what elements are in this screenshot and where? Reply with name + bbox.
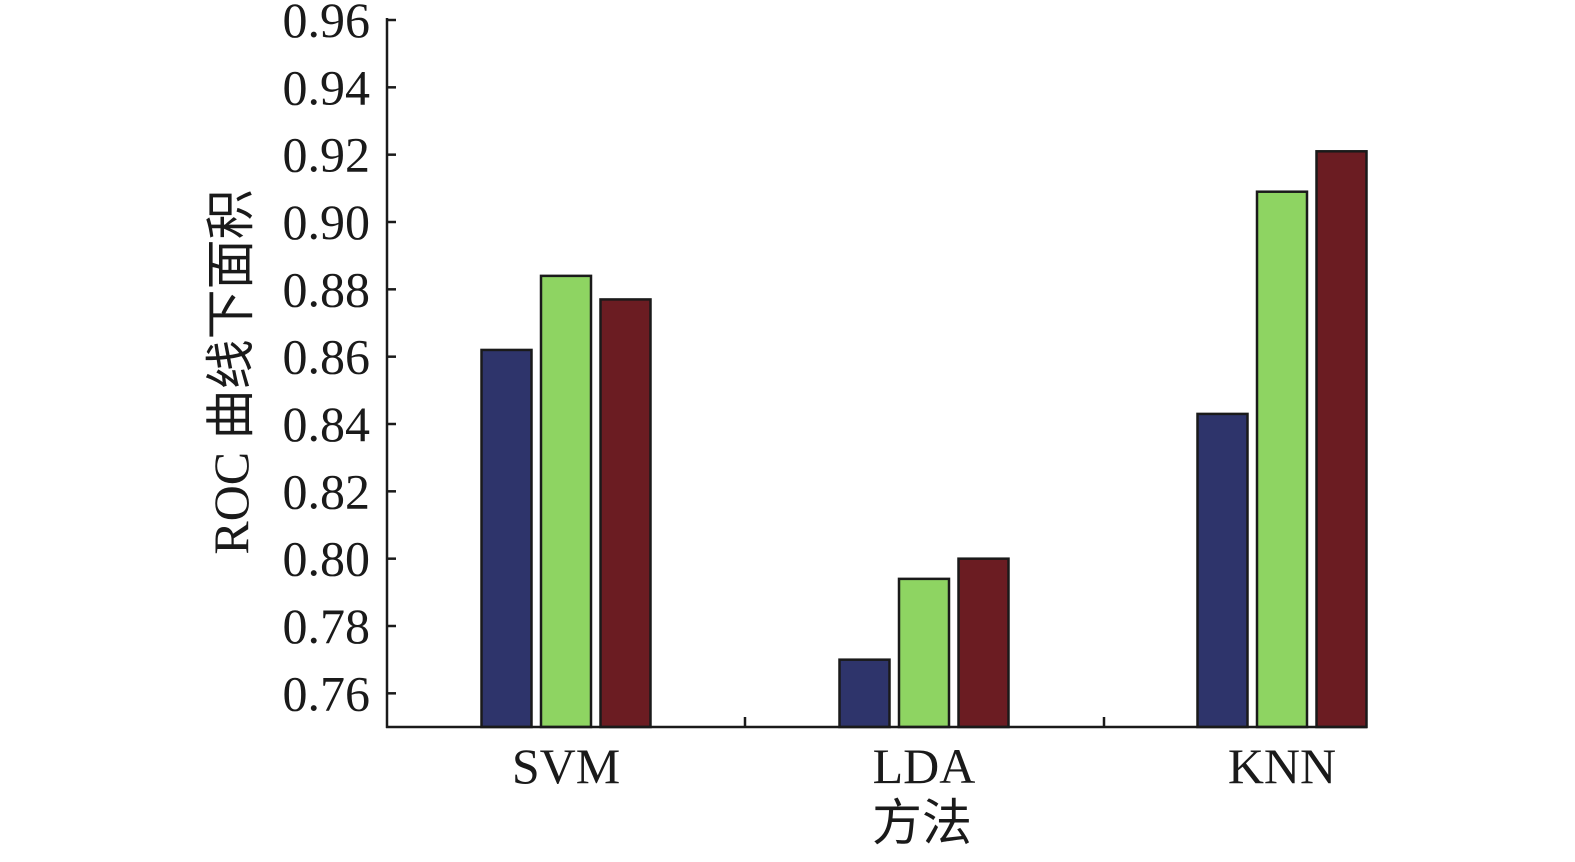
y-tick-label: 0.80 <box>283 531 371 587</box>
y-tick-label: 0.92 <box>283 127 371 183</box>
bar-lda-series-3 <box>957 557 1010 729</box>
y-tick-label: 0.78 <box>283 598 371 654</box>
bar-knn-series-3 <box>1315 150 1368 729</box>
y-ticks-group: 0.76 0.78 0.80 0.82 0.84 0.86 0.88 0.90 0.92 0.94… <box>283 0 396 721</box>
x-category-label-svm: SVM <box>512 738 620 794</box>
bar-lda-series-2 <box>897 577 951 729</box>
y-tick-label: 0.90 <box>283 194 371 250</box>
x-category-label-lda: LDA <box>873 738 976 794</box>
bar-svm-series-2 <box>539 274 593 729</box>
y-tick-label: 0.86 <box>283 329 371 385</box>
bar-svm-series-3 <box>599 298 652 729</box>
x-ticks-group: SVM LDA KNN <box>512 717 1336 794</box>
y-tick-label: 0.88 <box>283 261 371 317</box>
y-tick-label: 0.84 <box>283 396 371 452</box>
y-tick-label: 0.82 <box>283 463 371 519</box>
x-category-label-knn: KNN <box>1228 738 1336 794</box>
bars-group <box>480 150 1368 729</box>
bar-knn-series-2 <box>1255 190 1309 729</box>
x-axis-title: 方法 <box>872 795 972 851</box>
y-tick-label: 0.94 <box>283 59 371 115</box>
bar-lda-series-1 <box>838 658 891 729</box>
y-tick-label: 0.76 <box>283 665 371 721</box>
axes-group <box>385 18 1367 729</box>
bar-svm-series-1 <box>480 348 533 729</box>
y-axis-title: ROC 曲线下面积 <box>203 189 259 554</box>
y-tick-label: 0.96 <box>283 0 371 48</box>
bar-knn-series-1 <box>1196 412 1249 729</box>
